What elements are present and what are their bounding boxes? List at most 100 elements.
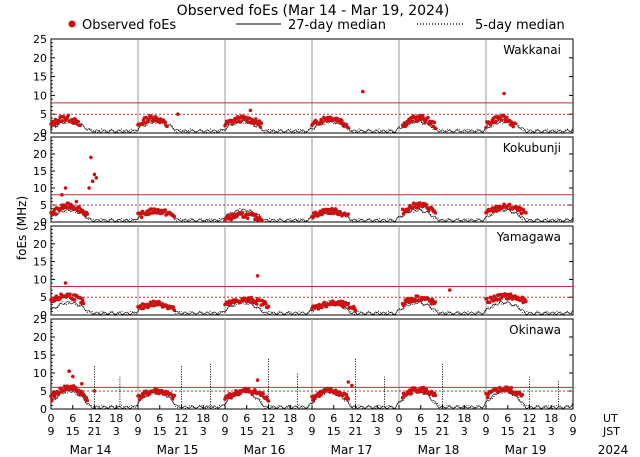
observed-point [329, 211, 333, 216]
y-ticks: 0 5 10 15 20 25 [33, 313, 573, 416]
observed-point [318, 209, 323, 214]
observed-point [409, 392, 413, 396]
y-ticks: 0 5 10 15 20 25 [33, 220, 573, 322]
x-tick-label-jst: 9 [135, 425, 142, 438]
observed-point [255, 378, 260, 383]
observed-point [311, 215, 315, 220]
observed-point [410, 119, 415, 124]
y-tick-label: 20 [33, 148, 47, 161]
observed-point [353, 308, 358, 313]
station-panels: 0 5 10 15 20 25 Wakkanai 0 5 10 15 20 25 Kokubunji 0 5 1… [33, 33, 574, 416]
day-label: Mar 16 [244, 443, 286, 457]
observed-point [70, 117, 74, 122]
x-tick-label-ut: 18 [109, 412, 123, 425]
y-tick-label: 15 [33, 71, 47, 84]
x-tick-label-ut: 0 [222, 412, 229, 425]
observed-point [55, 121, 60, 126]
observed-point [492, 208, 497, 213]
observed-point [426, 115, 430, 120]
x-tick-label-jst: 21 [262, 425, 276, 438]
x-tick-label-ut: 0 [570, 412, 577, 425]
y-tick-label: 5 [40, 291, 47, 304]
panel-wakkanai: 0 5 10 15 20 25 Wakkanai [33, 33, 574, 140]
x-tick-label-ut: 0 [48, 412, 55, 425]
year-label: 2024 [598, 443, 629, 457]
x-tick-label-jst: 21 [175, 425, 189, 438]
y-tick-label: 25 [33, 313, 47, 326]
legend: Observed foEs 27-day median 5-day median [68, 18, 565, 33]
y-tick-label: 15 [33, 349, 47, 362]
observed-point [148, 211, 152, 216]
observed-point [484, 125, 488, 130]
observed-point [171, 305, 176, 309]
x-tick-label-ut: 6 [69, 412, 76, 425]
x-tick-label-ut: 6 [330, 412, 337, 425]
observed-point [255, 274, 260, 278]
observed-point [163, 208, 167, 212]
y-tick-label: 25 [33, 33, 47, 46]
observed-point [52, 298, 57, 303]
observed-point [140, 121, 145, 126]
x-tick-label-ut: 0 [135, 412, 142, 425]
y-ticks: 0 5 10 15 20 25 [33, 131, 573, 229]
observed-point [64, 205, 69, 210]
observed-point [507, 202, 512, 207]
observed-point [87, 186, 91, 190]
x-tick-label-jst: 15 [66, 425, 80, 438]
observed-point [417, 205, 421, 209]
observed-point [254, 117, 258, 121]
observed-point [60, 193, 64, 197]
y-tick-label: 15 [33, 256, 47, 269]
y-tick-label: 0 [40, 216, 47, 229]
panel-okinawa: 0 5 10 15 20 25 Okinawa [33, 313, 574, 416]
station-label: Kokubunji [503, 141, 561, 155]
observed-point [259, 219, 264, 223]
observed-point [92, 389, 97, 393]
day-label: Mar 17 [331, 443, 373, 457]
observed-point [94, 176, 99, 180]
observed-point [89, 155, 93, 160]
observed-point [155, 211, 159, 215]
observed-point [53, 212, 58, 216]
y-tick-label: 5 [40, 385, 47, 398]
x-tick-label-ut: 18 [457, 412, 471, 425]
y-ticks: 0 5 10 15 20 25 [33, 33, 573, 140]
observed-point [78, 123, 82, 128]
observed-point [253, 388, 257, 392]
observed-point [248, 108, 253, 113]
observed-point [66, 201, 70, 205]
x-tick-label-jst: 21 [436, 425, 450, 438]
observed-point [327, 118, 332, 123]
observed-point [448, 288, 452, 292]
observed-point [402, 302, 407, 306]
observed-point [346, 126, 351, 130]
x-tick-label-ut: 12 [436, 412, 450, 425]
x-tick-label-ut: 12 [523, 412, 537, 425]
observed-point [154, 300, 158, 304]
x-tick-label-jst: 3 [548, 425, 555, 438]
x-tick-label-ut: 12 [349, 412, 363, 425]
x-tick-label-jst: 3 [374, 425, 381, 438]
observed-point [57, 391, 61, 395]
x-tick-label-jst: 21 [88, 425, 102, 438]
observed-point [60, 119, 64, 123]
x-tick-label-ut: 18 [196, 412, 210, 425]
observed-point [71, 121, 76, 125]
x-tick-label-jst: 9 [222, 425, 229, 438]
observed-point [322, 300, 327, 305]
observed-point [68, 292, 72, 297]
x-tick-label-jst: 15 [501, 425, 515, 438]
y-tick-label: 20 [33, 238, 47, 251]
station-label: Yamagawa [496, 230, 561, 244]
observed-points [49, 89, 517, 130]
observed-point [152, 207, 157, 211]
observed-point [424, 202, 429, 207]
y-tick-label: 25 [33, 131, 47, 144]
x-tick-label-ut: 0 [309, 412, 316, 425]
legend-5day-label: 5-day median [475, 18, 565, 33]
observed-point [172, 214, 177, 219]
observed-point [346, 380, 351, 384]
observed-point [319, 392, 323, 397]
observed-point [259, 121, 264, 125]
